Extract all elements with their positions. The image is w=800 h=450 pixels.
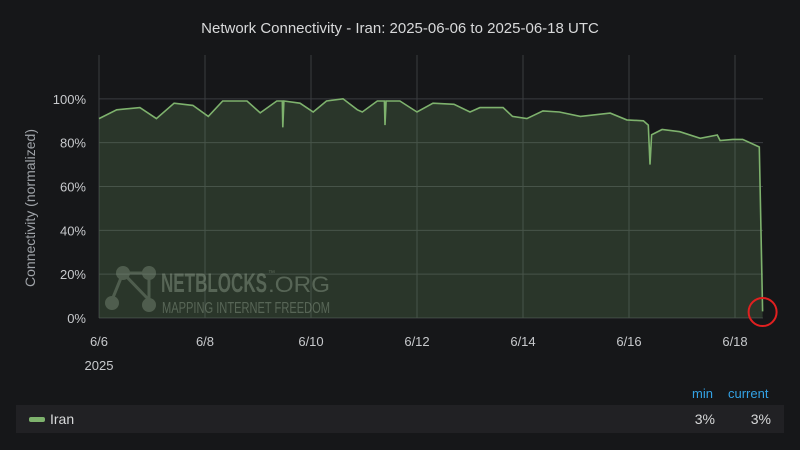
y-tick-label: 60% — [60, 180, 86, 195]
legend-header-current[interactable]: current — [728, 386, 769, 401]
chart-title: Network Connectivity - Iran: 2025-06-06 … — [201, 20, 599, 37]
svg-text:.ORG: .ORG — [268, 272, 330, 297]
y-tick-label: 40% — [60, 223, 86, 238]
x-tick-label: 6/14 — [510, 334, 535, 349]
x-tick-label: 6/8 — [196, 334, 214, 349]
x-tick-year: 2025 — [85, 358, 114, 373]
x-axis-ticks: 6/6 6/8 6/10 6/12 6/14 6/16 6/18 2025 — [85, 334, 748, 373]
legend-current-value: 3% — [750, 411, 771, 427]
y-tick-label: 100% — [53, 92, 87, 107]
legend-header-min[interactable]: min — [692, 386, 713, 401]
x-tick-label: 6/18 — [722, 334, 747, 349]
svg-text:NETBLOCKS: NETBLOCKS — [161, 268, 267, 298]
y-tick-label: 20% — [60, 267, 86, 282]
series-line-iran — [98, 97, 764, 312]
legend-swatch — [29, 417, 45, 422]
annotation-circle — [747, 297, 778, 327]
svg-text:™: ™ — [268, 270, 275, 277]
x-tick-label: 6/16 — [616, 334, 641, 349]
y-tick-label: 80% — [60, 136, 86, 151]
y-tick-label: 0% — [67, 311, 86, 326]
y-axis-ticks: 0% 20% 40% 60% 80% 100% — [53, 92, 87, 326]
legend-series-name[interactable]: Iran — [50, 411, 75, 427]
y-axis-label: Connectivity (normalized) — [22, 129, 38, 287]
series-area-iran — [99, 98, 763, 318]
legend-row-iran[interactable]: Iran 3% 3% — [16, 405, 784, 433]
x-tick-label: 6/10 — [298, 334, 323, 349]
x-tick-label: 6/12 — [404, 334, 429, 349]
svg-text:MAPPING INTERNET FREEDOM: MAPPING INTERNET FREEDOM — [162, 300, 330, 317]
legend-min-value: 3% — [694, 411, 715, 427]
x-tick-label: 6/6 — [90, 334, 108, 349]
connectivity-chart: NETBLOCKS ™ .ORG MAPPING INTERNET FREEDO… — [22, 55, 778, 373]
grid — [98, 55, 763, 319]
netblocks-watermark: NETBLOCKS ™ .ORG MAPPING INTERNET FREEDO… — [105, 266, 330, 317]
